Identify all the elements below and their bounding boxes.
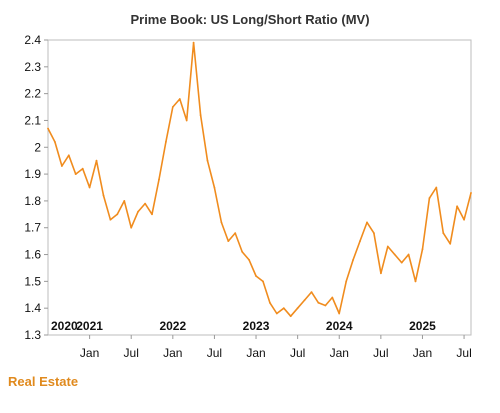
- data-point: [421, 248, 424, 251]
- data-point: [262, 280, 264, 283]
- data-point: [393, 253, 396, 256]
- data-point: [116, 213, 119, 216]
- y-tick-label: 1.3: [24, 328, 41, 342]
- data-point: [463, 218, 465, 221]
- year-label: 2020: [51, 319, 78, 333]
- year-label: 2025: [409, 319, 436, 333]
- x-tick-label: Jan: [163, 346, 182, 360]
- x-tick-label: Jan: [80, 346, 99, 360]
- data-point: [366, 221, 368, 224]
- data-point: [192, 41, 195, 44]
- data-point: [130, 226, 133, 229]
- data-point: [241, 251, 244, 253]
- y-tick-label: 2.4: [24, 33, 41, 47]
- data-point: [282, 307, 285, 310]
- data-point: [352, 259, 354, 261]
- data-point: [67, 154, 70, 157]
- data-point: [331, 296, 334, 299]
- y-tick-label: 2.2: [24, 87, 41, 101]
- data-point: [206, 159, 209, 162]
- y-tick-label: 1.4: [24, 301, 41, 315]
- x-tick-label: Jul: [290, 346, 305, 360]
- data-point: [123, 200, 126, 202]
- data-point: [303, 299, 306, 301]
- x-tick-label: Jan: [330, 346, 349, 360]
- data-point: [275, 312, 278, 315]
- data-point: [442, 232, 445, 235]
- data-point: [88, 186, 91, 189]
- y-tick-label: 1.6: [24, 248, 41, 262]
- data-point: [269, 301, 271, 304]
- x-tick-label: Jul: [456, 346, 471, 360]
- y-tick-label: 2.3: [24, 60, 41, 74]
- year-label: 2021: [76, 319, 103, 333]
- data-point: [61, 165, 63, 167]
- data-point: [317, 301, 320, 304]
- y-tick-label: 2.1: [24, 113, 41, 127]
- plot-frame: [47, 39, 472, 336]
- data-point: [54, 141, 56, 143]
- data-point: [109, 218, 112, 221]
- data-point: [158, 178, 160, 181]
- data-point: [178, 98, 181, 100]
- data-point: [137, 210, 140, 213]
- data-point: [199, 114, 202, 116]
- data-point: [338, 312, 341, 315]
- data-point: [296, 307, 299, 310]
- data-point: [380, 272, 382, 275]
- section-label: Real Estate: [8, 374, 79, 389]
- x-tick-label: Jan: [246, 346, 265, 360]
- data-point: [470, 192, 472, 194]
- data-point: [289, 315, 292, 318]
- data-point: [324, 304, 327, 307]
- data-point: [248, 259, 251, 261]
- data-point: [456, 205, 458, 208]
- data-point: [310, 291, 313, 293]
- data-point: [74, 173, 77, 176]
- data-point: [373, 232, 375, 235]
- x-axis: Jan Jul Jan Jul Jan Jul Jan Jul Jan Jul: [80, 335, 472, 360]
- data-point: [47, 127, 49, 130]
- year-label: 2022: [159, 319, 186, 333]
- data-point: [359, 240, 361, 243]
- data-point: [435, 186, 438, 189]
- data-point: [213, 186, 216, 189]
- data-point: [151, 213, 153, 216]
- data-point: [345, 280, 348, 283]
- data-point: [102, 194, 105, 197]
- data-point: [407, 253, 410, 256]
- x-tick-label: Jul: [373, 346, 388, 360]
- data-point: [227, 240, 230, 243]
- data-point: [255, 275, 257, 277]
- y-tick-label: 1.7: [24, 221, 41, 235]
- data-point: [185, 119, 188, 122]
- y-axis: 1.3 1.4 1.5 1.6 1.7 1.8 1.9 2 2.1 2.2 2.3 2.4: [24, 33, 48, 342]
- x-tick-label: Jan: [413, 346, 432, 360]
- data-point: [144, 202, 147, 205]
- y-tick-label: 1.5: [24, 274, 41, 288]
- x-tick-label: Jul: [207, 346, 222, 360]
- data-point: [414, 280, 417, 283]
- data-point: [95, 159, 98, 162]
- year-label: 2024: [326, 319, 353, 333]
- chart-title: Prime Book: US Long/Short Ratio (MV): [130, 12, 369, 27]
- data-point: [386, 245, 389, 248]
- year-label: 2023: [243, 319, 270, 333]
- y-tick-label: 1.9: [24, 167, 41, 181]
- data-point: [234, 232, 237, 235]
- data-point: [428, 197, 431, 200]
- x-tick-label: Jul: [124, 346, 139, 360]
- y-tick-label: 2: [34, 140, 41, 154]
- data-point: [220, 221, 223, 224]
- data-point: [400, 261, 403, 264]
- data-point: [81, 167, 84, 170]
- y-tick-label: 1.8: [24, 194, 41, 208]
- data-point: [165, 141, 167, 143]
- data-point: [449, 242, 452, 245]
- data-point: [171, 106, 174, 108]
- series-line: [47, 41, 472, 317]
- series-layer: [47, 41, 472, 318]
